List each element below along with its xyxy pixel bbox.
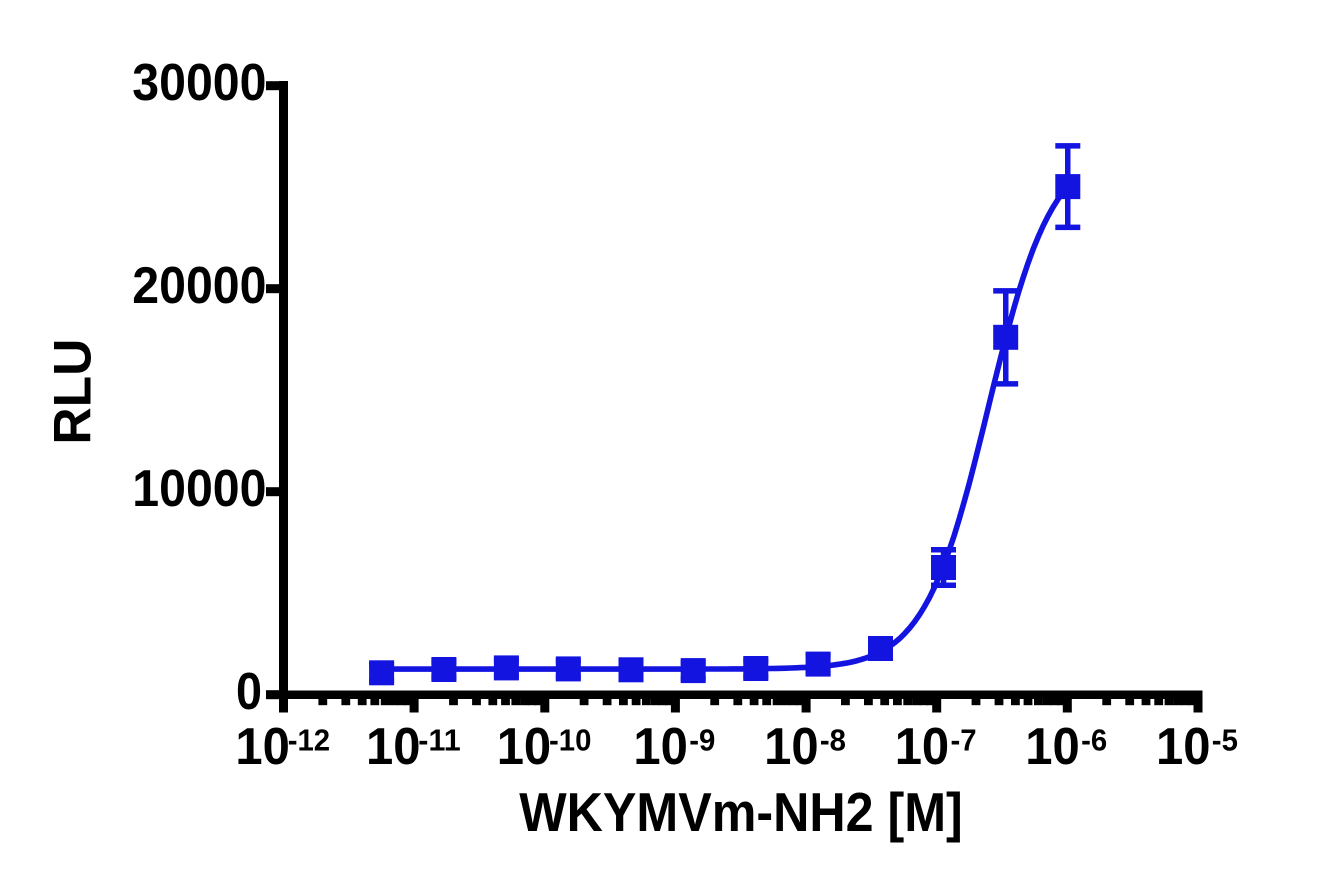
- svg-text:10: 10: [497, 718, 552, 776]
- svg-text:-5: -5: [1212, 723, 1238, 758]
- svg-text:-6: -6: [1081, 723, 1107, 758]
- svg-text:10: 10: [633, 718, 688, 776]
- svg-text:10: 10: [1025, 718, 1080, 776]
- svg-text:-9: -9: [689, 723, 715, 758]
- svg-text:-8: -8: [820, 723, 846, 758]
- svg-text:10: 10: [895, 718, 950, 776]
- svg-text:10: 10: [764, 718, 819, 776]
- svg-text:-11: -11: [418, 723, 460, 758]
- svg-text:-10: -10: [549, 723, 591, 758]
- svg-text:-7: -7: [951, 723, 977, 758]
- svg-text:RLU: RLU: [44, 339, 103, 445]
- svg-text:0: 0: [236, 663, 262, 721]
- svg-text:WKYMVm-NH2 [M]: WKYMVm-NH2 [M]: [519, 781, 963, 843]
- svg-text:10: 10: [366, 718, 421, 776]
- svg-text:10000: 10000: [132, 460, 266, 518]
- svg-text:10: 10: [235, 718, 290, 776]
- svg-text:20000: 20000: [132, 257, 266, 315]
- svg-text:-12: -12: [288, 723, 330, 758]
- svg-text:10: 10: [1156, 718, 1211, 776]
- svg-text:30000: 30000: [132, 54, 266, 112]
